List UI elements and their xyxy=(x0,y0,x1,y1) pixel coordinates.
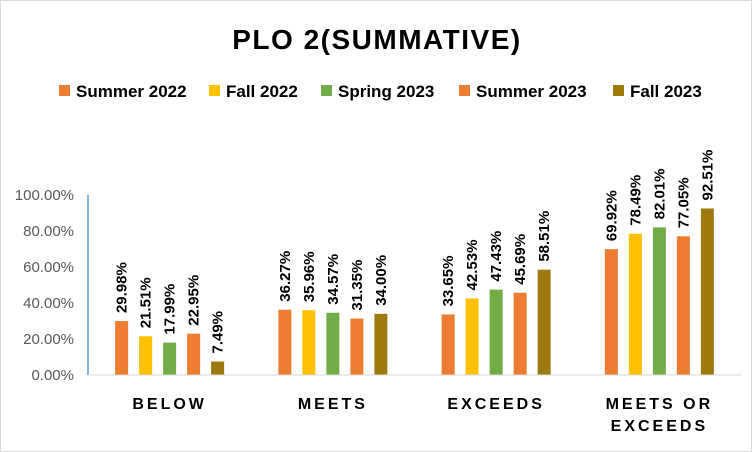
bar xyxy=(278,309,292,375)
data-label: 77.05% xyxy=(675,177,692,228)
legend-swatch-3 xyxy=(459,85,470,96)
legend-swatch-4 xyxy=(613,85,624,96)
data-label: 22.95% xyxy=(186,275,203,326)
data-label: 78.49% xyxy=(627,175,644,226)
data-label: 58.51% xyxy=(536,211,553,262)
bar xyxy=(441,314,455,375)
bars xyxy=(115,208,714,375)
x-category-label: EXCEEDS xyxy=(447,396,544,413)
legend-swatch-0 xyxy=(59,85,70,96)
y-tick-label: 60.00% xyxy=(23,259,74,276)
legend-swatch-2 xyxy=(321,85,332,96)
data-label: 34.00% xyxy=(373,255,390,306)
data-label: 34.57% xyxy=(325,254,342,305)
data-label: 42.53% xyxy=(464,240,481,291)
y-tick-label: 0.00% xyxy=(31,367,74,384)
legend-label-3: Summer 2023 xyxy=(476,82,587,101)
legend-label-1: Fall 2022 xyxy=(226,82,298,101)
y-tick-label: 20.00% xyxy=(23,331,74,348)
chart-title: PLO 2(SUMMATIVE) xyxy=(232,24,521,55)
bar xyxy=(326,312,340,375)
x-category-label: MEETS xyxy=(298,396,368,413)
y-tick-label: 100.00% xyxy=(15,187,74,204)
legend-label-0: Summer 2022 xyxy=(76,82,187,101)
legend-label-2: Spring 2023 xyxy=(338,82,434,101)
bar xyxy=(604,249,618,375)
data-label: 35.96% xyxy=(301,251,318,302)
data-label: 92.51% xyxy=(699,150,716,201)
bar xyxy=(187,333,201,375)
legend: Summer 2022 Fall 2022 Spring 2023 Summer 20… xyxy=(59,82,702,101)
data-label: 7.49% xyxy=(210,311,227,354)
x-category-label: EXCEEDS xyxy=(611,418,708,435)
y-tick-label: 80.00% xyxy=(23,223,74,240)
data-label: 82.01% xyxy=(651,169,668,220)
bar xyxy=(139,336,153,375)
data-label: 21.51% xyxy=(138,277,155,328)
bar xyxy=(163,342,177,375)
bar xyxy=(374,313,388,375)
data-label: 69.92% xyxy=(603,190,620,241)
bar xyxy=(700,208,714,375)
bar xyxy=(652,227,666,375)
bar xyxy=(537,269,551,375)
bar xyxy=(115,321,129,375)
y-tick-label: 40.00% xyxy=(23,295,74,312)
data-label: 36.27% xyxy=(277,251,294,302)
data-label: 33.65% xyxy=(440,256,457,307)
x-category-label: MEETS OR xyxy=(606,396,714,413)
x-category-label: BELOW xyxy=(132,396,207,413)
y-axis: 0.00% 20.00% 40.00% 60.00% 80.00% 100.00% xyxy=(15,187,89,384)
bar xyxy=(676,236,690,375)
data-label: 29.98% xyxy=(114,262,131,313)
bar xyxy=(302,310,316,375)
bar xyxy=(211,361,225,375)
data-label: 31.35% xyxy=(349,260,366,311)
bar xyxy=(465,298,479,375)
legend-swatch-1 xyxy=(209,85,220,96)
data-label: 45.69% xyxy=(512,234,529,285)
bar xyxy=(628,233,642,375)
bar xyxy=(513,292,527,375)
x-axis: BELOW MEETS EXCEEDS MEETS OR EXCEEDS xyxy=(88,374,741,435)
data-labels: 29.98% 36.27% 33.65% 69.92% 21.51% 35.96% 42.5… xyxy=(114,150,717,354)
data-label: 17.99% xyxy=(162,284,179,335)
bar xyxy=(489,289,503,375)
legend-label-4: Fall 2023 xyxy=(630,82,702,101)
bar xyxy=(350,318,364,375)
data-label: 47.43% xyxy=(488,231,505,282)
